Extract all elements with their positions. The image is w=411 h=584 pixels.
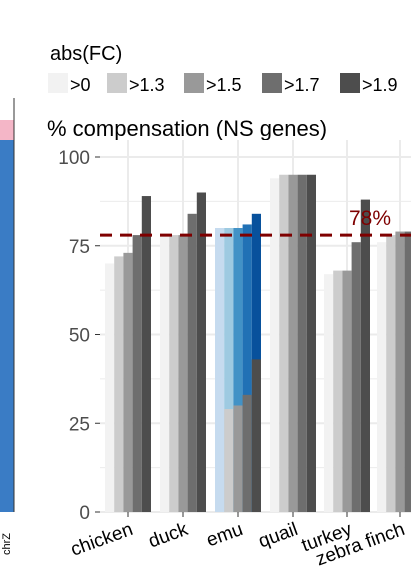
legend-label: >1.7 <box>284 75 320 95</box>
bar-chicken-2 <box>123 252 133 512</box>
bar-emu-1 <box>224 228 234 512</box>
x-tick-label: quail <box>256 519 301 552</box>
legend-swatch <box>184 73 204 93</box>
legend-label: >1.9 <box>362 75 398 95</box>
bar-emu-lower-3 <box>242 394 252 512</box>
bar-emu-3 <box>242 224 252 512</box>
bar-quail-3 <box>297 174 307 512</box>
y-tick-label: 25 <box>69 414 90 435</box>
bar-quail-4 <box>306 174 316 512</box>
bar-zebra-finch-3 <box>404 231 411 513</box>
bar-emu-2 <box>233 228 243 512</box>
legend: >0 >1.3 >1.5 >1.7 >1.9 <box>48 73 398 95</box>
legend-swatch <box>340 73 360 93</box>
left-panel-bar-pink <box>0 120 14 140</box>
bar-quail-2 <box>288 174 298 512</box>
bar-turkey-3 <box>351 242 361 512</box>
bar-chicken-4 <box>141 196 151 513</box>
legend-label: >0 <box>70 75 91 95</box>
bar-zebra-finch-0 <box>377 242 387 512</box>
bar-turkey-1 <box>333 270 343 512</box>
y-axis: 0 25 50 75 100 <box>58 148 100 524</box>
bar-turkey-2 <box>342 270 352 512</box>
bar-duck-4 <box>196 192 206 512</box>
bar-emu-lower-1 <box>224 409 234 512</box>
legend-title: abs(FC) <box>50 43 122 65</box>
bar-emu-0 <box>215 228 225 512</box>
legend-swatch <box>262 73 282 93</box>
bar-duck-2 <box>178 235 188 512</box>
bar-chicken-0 <box>105 263 115 512</box>
bar-zebra-finch-2 <box>395 231 405 513</box>
legend-label: >1.3 <box>129 75 165 95</box>
x-tick-label: duck <box>146 519 191 553</box>
reference-line-label: 78% <box>349 207 391 230</box>
bar-chicken-1 <box>114 256 124 512</box>
legend-swatch <box>48 73 68 93</box>
bar-duck-3 <box>187 213 197 513</box>
legend-swatch <box>107 73 127 93</box>
bar-turkey-4 <box>360 199 370 512</box>
y-tick-label: 50 <box>69 326 90 347</box>
plot-area: 78% <box>100 140 411 513</box>
left-panel-bar-blue <box>0 140 14 512</box>
x-tick-label: chicken <box>68 519 136 561</box>
bar-duck-0 <box>160 235 170 512</box>
bar-quail-0 <box>270 178 280 513</box>
bar-chicken-3 <box>132 235 142 512</box>
bar-turkey-0 <box>324 274 334 512</box>
bar-quail-1 <box>279 174 289 512</box>
bar-emu-lower-4 <box>251 359 261 512</box>
bar-zebra-finch-1 <box>386 235 396 512</box>
chart-title: % compensation (NS genes) <box>47 116 327 141</box>
legend-label: >1.5 <box>206 75 242 95</box>
y-tick-label: 0 <box>79 503 90 524</box>
x-tick-label: emu <box>204 519 246 551</box>
bar-emu-lower-2 <box>233 405 243 512</box>
y-tick-label: 75 <box>69 237 90 258</box>
left-panel-axis-label: chrZ <box>1 533 13 555</box>
y-tick-label: 100 <box>58 148 90 169</box>
bar-duck-1 <box>169 235 179 512</box>
